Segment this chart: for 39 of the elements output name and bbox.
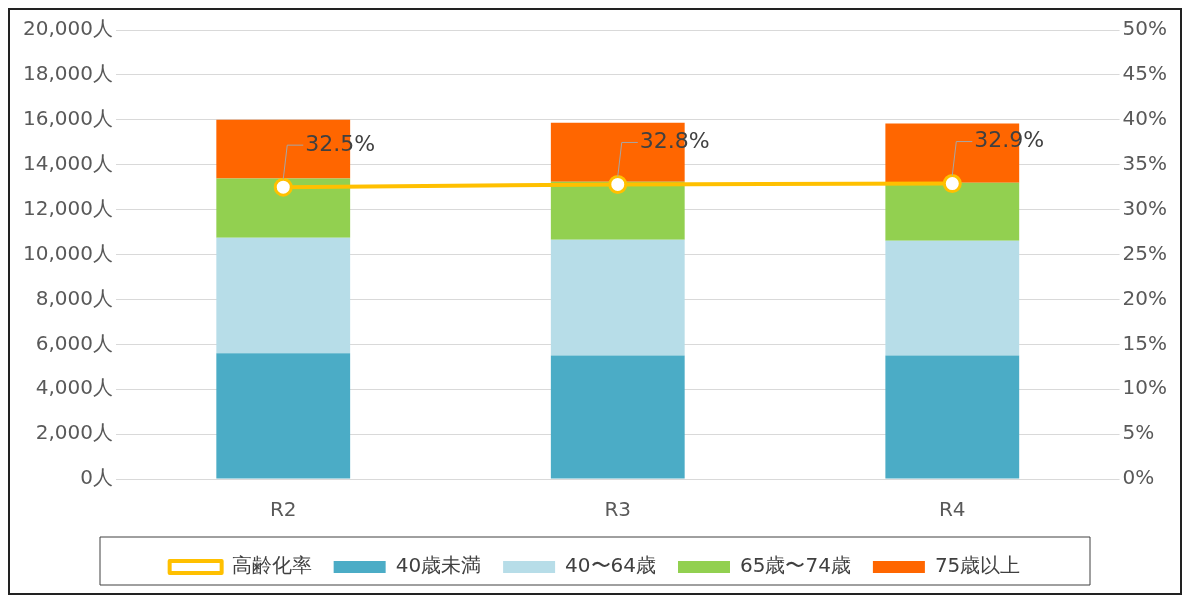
x-tick-label: R3 [604,497,632,522]
y2-tick-label: 30% [1122,195,1167,220]
bar [550,239,685,356]
y2-tick-label: 5% [1122,420,1155,445]
bar [885,240,1020,356]
y-tick-label: 12,000人 [23,195,113,220]
legend-label: 75歳以上 [934,553,1021,578]
y2-tick-label: 45% [1122,61,1167,86]
y2-tick-label: 40% [1122,106,1167,130]
bar [885,182,1020,241]
y2-tick-label: 0% [1122,465,1155,490]
legend-label: 40歳未満 [395,553,482,578]
y-tick-label: 14,000人 [23,150,113,175]
bar [216,237,351,354]
y-tick-label: 6,000人 [35,330,113,355]
bar [885,355,1020,479]
y-tick-label: 16,000人 [23,106,113,130]
y-tick-label: 4,000人 [35,375,113,400]
bar [550,181,685,240]
legend-label: 高齢化率 [231,553,312,578]
bar [550,355,685,479]
y2-tick-label: 10% [1122,375,1167,400]
y-tick-label: 20,000人 [23,16,113,41]
y2-tick-label: 15% [1122,330,1167,355]
y-tick-label: 0人 [80,465,113,490]
y2-tick-label: 35% [1122,150,1167,175]
x-tick-label: R2 [269,497,297,522]
bar [216,178,351,238]
y2-tick-label: 50% [1122,16,1167,41]
y2-tick-label: 25% [1122,240,1167,265]
x-tick-label: R4 [938,497,966,522]
y-tick-label: 8,000人 [35,285,113,310]
y2-tick-label: 20% [1122,285,1167,310]
y-tick-label: 2,000人 [35,420,113,445]
y-tick-label: 10,000人 [23,240,113,265]
legend-label: 65歳〜74歳 [740,553,851,578]
bar [216,353,351,479]
y-tick-label: 18,000人 [23,61,113,86]
legend-label: 40〜64歳 [565,553,657,578]
